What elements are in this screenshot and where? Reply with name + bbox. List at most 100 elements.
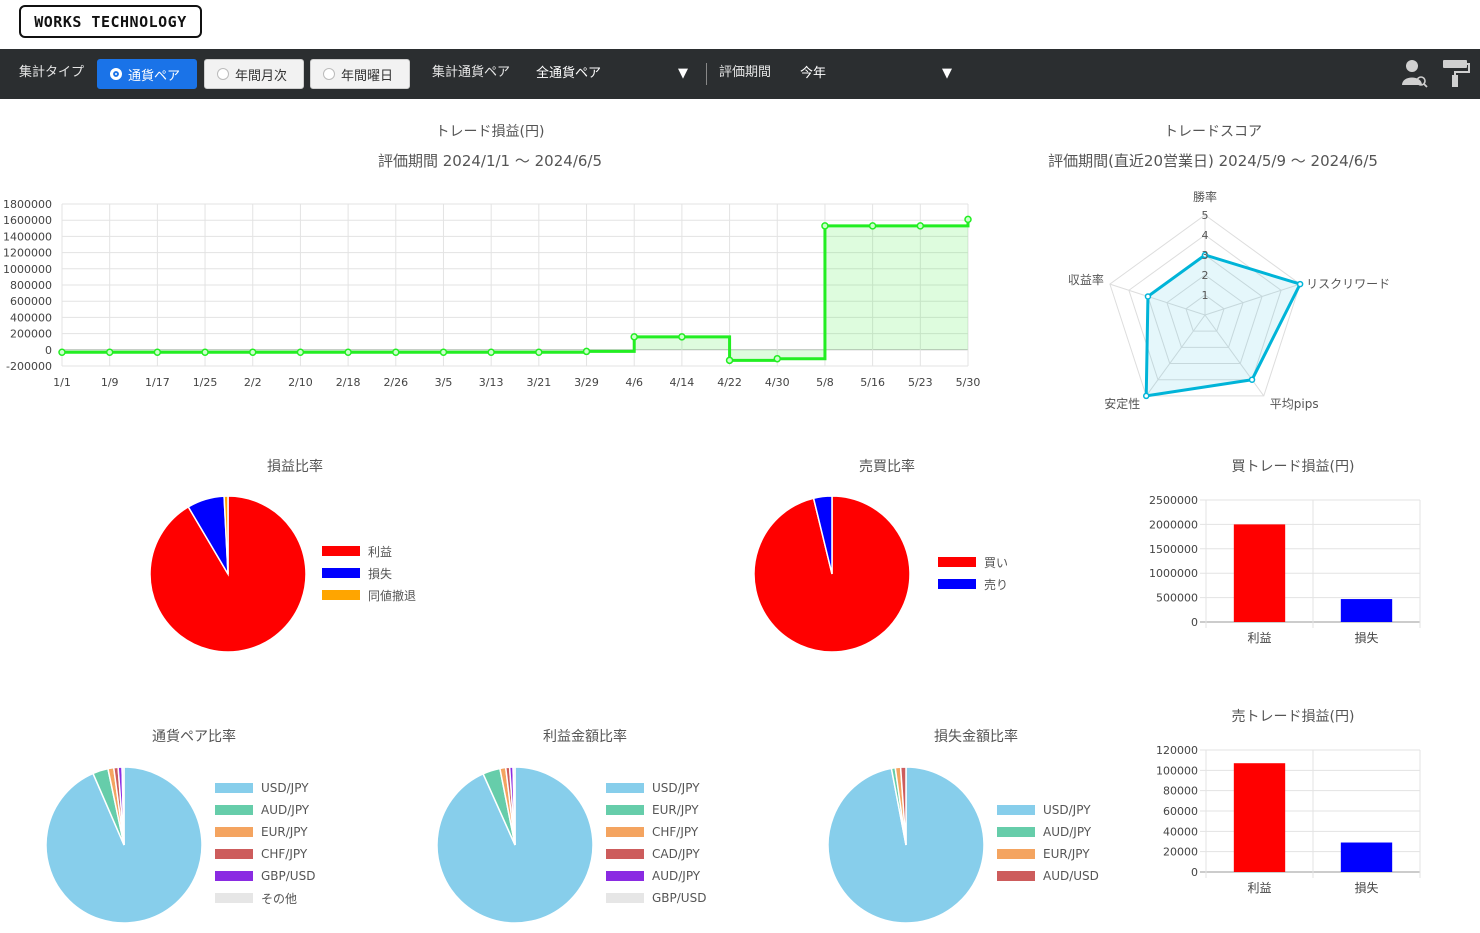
data-point: [344, 348, 352, 356]
pie-slice: [223, 495, 229, 575]
legend-item: AUD/JPY: [215, 799, 315, 821]
pie-slice: [812, 495, 833, 575]
x-tick-label: 利益: [1247, 631, 1271, 645]
radar-tick-label: 1: [1202, 289, 1209, 302]
type-option-yearly-weekday[interactable]: 年間曜日: [310, 59, 410, 89]
legend-item: 買い: [938, 551, 1008, 573]
type-option-yearly-monthly[interactable]: 年間月次: [204, 59, 304, 89]
legend-item: CHF/JPY: [215, 843, 315, 865]
x-tick-label: 5/23: [908, 376, 933, 389]
x-tick-label: 損失: [1354, 880, 1378, 895]
y-tick-label: 40000: [1163, 825, 1198, 838]
profit-amount-ratio-legend: USD/JPY EUR/JPY CHF/JPY CAD/JPY AUD/JPY GBP/U…: [606, 777, 706, 909]
legend-label: 利益: [368, 544, 393, 559]
radar-spoke: [1204, 283, 1301, 316]
x-tick-label: 3/29: [574, 376, 599, 389]
legend-item: USD/JPY: [997, 799, 1099, 821]
loss-amount-ratio-legend: USD/JPY AUD/JPY EUR/JPY AUD/USD: [997, 799, 1099, 887]
data-point: [678, 333, 686, 341]
dropdown-arrow-icon: ▼: [942, 66, 952, 81]
buy-trade-pnl-bar-chart: 2500000 2000000 1500000 1000000 500000 0 利益 損失: [1149, 494, 1421, 645]
legend-swatch: [322, 546, 360, 556]
radar-spoke: [1204, 314, 1265, 397]
app-logo: WORKS TECHNOLOGY: [19, 5, 202, 38]
type-option-label: 通貨ペア: [128, 68, 181, 84]
pair-ratio-pie: [45, 766, 203, 924]
radar-chart-title: トレードスコア: [1164, 124, 1262, 140]
legend-label: CHF/JPY: [261, 847, 308, 861]
legend-swatch: [215, 827, 253, 837]
data-point: [773, 354, 782, 363]
y-tick-label: 80000: [1163, 785, 1198, 798]
data-point: [821, 222, 829, 230]
legend-label: AUD/JPY: [652, 869, 701, 883]
legend-swatch: [215, 805, 253, 815]
legend-swatch: [938, 579, 976, 589]
legend-label: GBP/USD: [652, 891, 707, 905]
y-tick-label: 1600000: [3, 214, 52, 227]
paint-roller-icon[interactable]: [1440, 57, 1470, 89]
line-chart-title: トレード損益(円): [435, 124, 545, 140]
radar-grid-ring: [1128, 234, 1282, 381]
x-tick-label: 1/25: [193, 376, 218, 389]
score-point: [1248, 376, 1256, 383]
legend-item: AUD/JPY: [997, 821, 1099, 843]
y-tick-label: 0: [1191, 616, 1198, 629]
legend-label: AUD/USD: [1043, 869, 1099, 883]
data-point: [630, 333, 638, 341]
pnl-ratio-pie: [149, 495, 307, 653]
score-point: [1144, 293, 1152, 300]
y-tick-label: 200000: [10, 328, 52, 341]
pnl-ratio-title: 損益比率: [267, 459, 323, 475]
radar-axis-label: 平均pips: [1270, 397, 1319, 411]
data-point: [392, 348, 400, 356]
sell-trade-pnl-title: 売トレード損益(円): [1231, 709, 1355, 725]
toolbar-divider: [706, 63, 707, 85]
legend-swatch: [215, 893, 253, 903]
x-tick-label: 4/6: [625, 376, 643, 389]
legend-label: 損失: [368, 566, 393, 581]
y-tick-label: 600000: [10, 295, 52, 308]
legend-item: 売り: [938, 573, 1008, 595]
legend-label: GBP/USD: [261, 869, 316, 883]
legend-swatch: [938, 557, 976, 567]
pair-ratio-title: 通貨ペア比率: [152, 729, 236, 745]
loss-amount-ratio-title: 損失金額比率: [934, 729, 1018, 745]
radar-chart-subtitle: 評価期間(直近20営業日) 2024/5/9 ～ 2024/6/5: [1048, 152, 1378, 170]
legend-item: CAD/JPY: [606, 843, 706, 865]
data-point: [916, 222, 925, 230]
data-point: [535, 348, 543, 356]
type-option-currency-pair[interactable]: 通貨ペア: [97, 59, 197, 89]
x-tick-label: 2/2: [244, 376, 262, 389]
user-search-icon[interactable]: [1400, 57, 1430, 89]
legend-swatch: [215, 849, 253, 859]
y-tick-label: 1800000: [3, 198, 52, 211]
legend-swatch: [606, 783, 644, 793]
pie-slice: [512, 766, 516, 846]
period-select[interactable]: 今年 ▼: [800, 61, 952, 87]
radar-tick-label: 3: [1202, 249, 1209, 262]
legend-label: 同値撤退: [368, 588, 417, 603]
pair-ratio-legend: USD/JPY AUD/JPY EUR/JPY CHF/JPY GBP/USD その他: [215, 777, 315, 909]
y-tick-label: 2500000: [1149, 494, 1198, 507]
x-tick-label: 2/18: [336, 376, 361, 389]
legend-item: AUD/JPY: [606, 865, 706, 887]
x-tick-label: 3/21: [526, 376, 551, 389]
score-point: [1142, 392, 1150, 400]
y-tick-label: -200000: [6, 360, 52, 373]
legend-label: AUD/JPY: [261, 803, 310, 817]
legend-label: 売り: [984, 577, 1009, 592]
legend-label: 買い: [984, 555, 1009, 570]
legend-label: CAD/JPY: [652, 847, 700, 861]
trade-pnl-line-chart: 1800000 1600000 1400000 1200000 1000000 80000…: [3, 198, 980, 389]
radar-spoke: [1145, 314, 1206, 397]
currency-pair-label: 集計通貨ペア: [432, 65, 511, 80]
y-tick-label: 0: [1191, 866, 1198, 879]
type-option-label: 年間曜日: [341, 68, 394, 84]
currency-pair-select[interactable]: 全通貨ペア ▼: [536, 61, 688, 87]
data-point: [296, 348, 305, 356]
data-point: [868, 222, 877, 230]
legend-label: USD/JPY: [652, 781, 700, 795]
legend-swatch: [606, 871, 644, 881]
